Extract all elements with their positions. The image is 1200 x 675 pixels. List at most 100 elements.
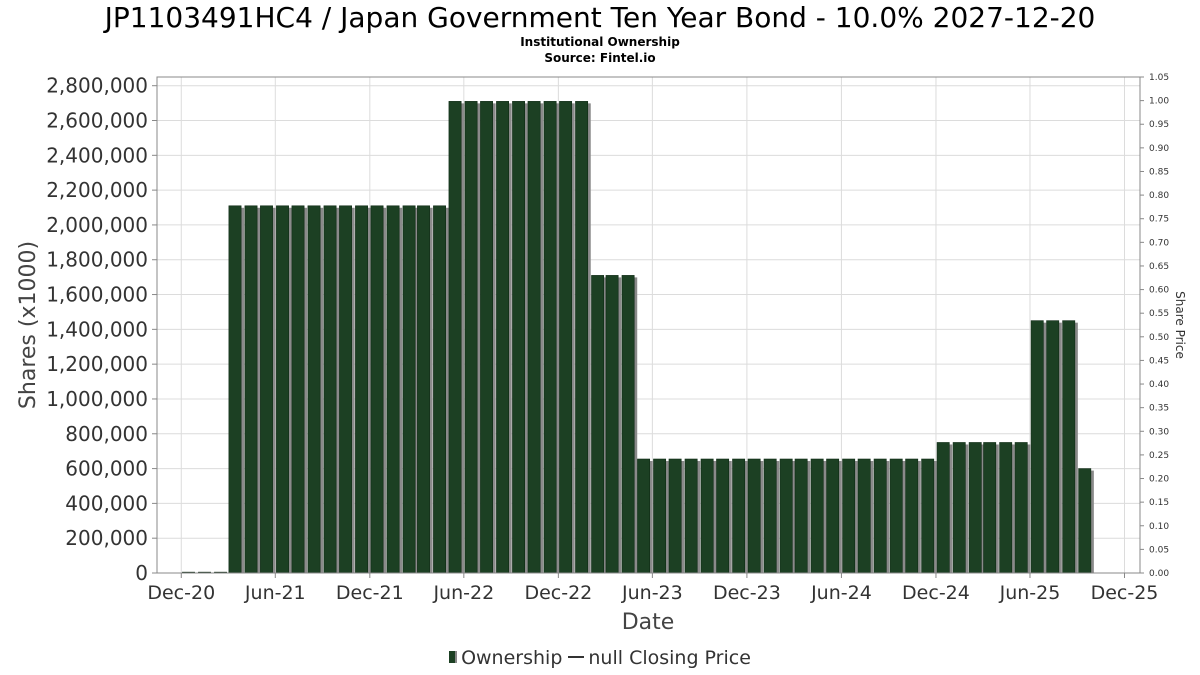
ownership-bar [936,442,950,574]
y2-tick-label: 0.85 [1149,167,1169,177]
x-tick-label: Dec-23 [713,582,781,604]
axis-layer: 0 200,000 400,000 600,000 800,000 1,000,000 1,… [46,73,1169,604]
y-tick-label: 1,600,000 [46,283,148,307]
ownership-bar [637,458,651,574]
ownership-bar [559,101,573,574]
y-tick-label: 2,800,000 [46,74,148,98]
ownership-bar [889,458,903,574]
x-axis-label: Date [622,610,675,635]
y-tick-label: 0 [135,561,148,585]
legend-closing-price: null Closing Price [588,647,751,669]
ownership-bar [653,458,667,574]
y-tick-label: 1,800,000 [46,248,148,272]
y-tick-label: 2,200,000 [46,178,148,202]
ownership-bar [1014,442,1028,574]
ownership-bar [842,458,856,574]
bar-layer [182,101,1094,574]
chart-title: JP1103491HC4 / Japan Government Ten Year… [104,1,1096,34]
ownership-bar [794,458,808,574]
ownership-bar [228,205,242,574]
y2-tick-label: 1.00 [1149,97,1169,107]
ownership-bar [496,101,510,574]
ownership-bar [244,205,258,574]
x-tick-label: Jun-21 [244,582,306,604]
ownership-bar [668,458,682,574]
ownership-bar [763,458,777,574]
ownership-bar [417,205,430,574]
legend-ownership: Ownership [461,647,563,669]
ownership-bar [339,205,352,574]
ownership-bar [464,101,478,574]
y-tick-label: 400,000 [65,491,148,515]
ownership-bar [260,205,273,574]
ownership-bar [921,458,935,574]
ownership-swatch-icon [449,651,458,663]
y2-tick-label: 0.50 [1149,333,1169,343]
y2-tick-label: 0.65 [1149,262,1169,272]
ownership-bar [983,442,997,574]
y2-tick-label: 0.05 [1149,545,1169,555]
ownership-bar [779,458,793,574]
ownership-bar [276,205,289,574]
ownership-bar [370,205,384,574]
ownership-bar [386,205,400,574]
y-tick-label: 600,000 [65,457,148,481]
ownership-bar [1046,320,1060,574]
ownership-bar [480,101,493,574]
ownership-bar [857,458,871,574]
ownership-bar [527,101,541,574]
ownership-bar [433,205,446,574]
ownership-bar [732,458,746,574]
ownership-bar [512,101,526,574]
y-tick-label: 1,200,000 [46,352,148,376]
ownership-bar [873,458,887,574]
x-tick-label: Dec-25 [1091,582,1159,604]
y2-tick-label: 0.25 [1149,451,1169,461]
x-tick-label: Dec-22 [524,582,592,604]
ownership-bar [747,458,761,574]
y2-tick-label: 0.95 [1149,120,1169,130]
y-tick-label: 2,000,000 [46,213,148,237]
ownership-bar [543,101,557,574]
y2-tick-label: 0.45 [1149,356,1169,366]
x-tick-label: Dec-21 [336,582,404,604]
x-tick-label: Jun-23 [621,582,683,604]
x-tick-label: Jun-24 [810,582,872,604]
ownership-bar [591,275,605,574]
y2-tick-label: 0.10 [1149,522,1169,532]
legend: Ownership null Closing Price [0,647,1200,669]
y-tick-label: 2,400,000 [46,143,148,167]
chart-source: Source: Fintel.io [544,51,656,65]
ownership-bar [716,458,730,574]
y2-tick-label: 0.30 [1149,427,1169,437]
ownership-bar [1062,320,1076,574]
ownership-bar [826,458,840,574]
ownership-bar [905,458,919,574]
y-tick-label: 1,000,000 [46,387,148,411]
ownership-bar [291,205,305,574]
y2-tick-label: 0.80 [1149,191,1169,201]
y2-tick-label: 0.35 [1149,404,1169,414]
y2-tick-label: 0.15 [1149,498,1169,508]
y-tick-label: 800,000 [65,422,148,446]
y2-tick-label: 0.00 [1149,569,1169,579]
x-tick-label: Dec-20 [147,582,215,604]
y-tick-label: 2,600,000 [46,109,148,133]
y-axis-label: Shares (x1000) [16,241,41,409]
chart-subtitle: Institutional Ownership [520,35,680,49]
closing-price-line-icon [568,656,585,658]
ownership-bar [684,458,698,574]
ownership-bar [810,458,824,574]
ownership-bar [448,101,462,574]
y2-tick-label: 0.40 [1149,380,1169,390]
ownership-bar [621,275,635,574]
ownership-bar [700,458,714,574]
plot-frame [156,76,1141,574]
y2-axis-label: Share Price [1173,291,1187,359]
y2-tick-label: 0.90 [1149,144,1169,154]
y-tick-label: 1,400,000 [46,317,148,341]
ownership-bar [968,442,982,574]
y2-tick-label: 0.20 [1149,475,1169,485]
